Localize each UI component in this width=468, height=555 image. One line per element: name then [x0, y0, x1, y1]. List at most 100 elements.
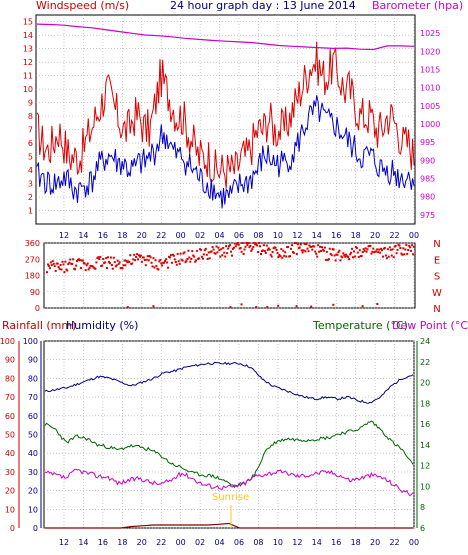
direction-point [292, 251, 295, 254]
direction-point [274, 246, 277, 249]
direction-point [83, 262, 86, 265]
direction-point [109, 256, 112, 259]
direction-point [365, 250, 368, 253]
direction-point [189, 260, 192, 263]
direction-point [157, 268, 160, 271]
direction-point [361, 305, 364, 308]
temperature-tick-label: 18 [420, 399, 430, 408]
direction-point [266, 306, 269, 309]
direction-point [283, 254, 286, 257]
time-tick-label: 00 [176, 231, 186, 240]
direction-point [242, 253, 245, 255]
direction-point [108, 262, 111, 265]
windspeed-title: Windspeed (m/s) [36, 0, 129, 12]
direction-point [106, 267, 108, 269]
direction-point [240, 250, 243, 253]
time-tick-label: 22 [389, 231, 399, 240]
direction-point [60, 268, 63, 271]
humidity-series-line [44, 361, 414, 404]
direction-point [142, 256, 145, 259]
direction-point [307, 250, 310, 253]
direction-point [117, 262, 120, 265]
direction-point [321, 246, 323, 249]
temperature-series-line [44, 420, 414, 489]
direction-point [296, 243, 299, 246]
direction-axes: 0 N 90 W 180 S 270 E 360 N [25, 239, 442, 315]
time-tick-label: 14 [78, 231, 88, 240]
direction-point [154, 259, 157, 262]
direction-point [175, 263, 178, 266]
direction-point [379, 251, 382, 254]
temperature-label: Temperature (°C) [312, 319, 408, 332]
direction-point [221, 254, 224, 257]
time-tick-label: 20 [137, 231, 147, 240]
graph-title: 24 hour graph day : 13 June 2014 [170, 0, 356, 12]
direction-point [279, 255, 282, 258]
direction-point [46, 271, 48, 274]
temperature-tick-label: 22 [420, 358, 430, 367]
wind-axes: 1234567891011121314159759809859909951000… [23, 18, 441, 240]
barometer-tick-label: 1000 [420, 120, 440, 129]
direction-point [176, 252, 179, 255]
humidity-tick-label: 100 [23, 337, 38, 346]
direction-point [347, 256, 350, 259]
direction-point [378, 248, 381, 251]
direction-point [139, 254, 142, 257]
direction-point [95, 261, 98, 264]
temperature-tick-label: 14 [420, 441, 430, 450]
direction-point [327, 258, 330, 261]
direction-point [267, 247, 270, 250]
direction-point [366, 248, 369, 251]
compass-label: E [434, 255, 440, 266]
direction-point [285, 255, 288, 258]
sunrise-label: Sunrise [212, 492, 249, 503]
temperature-tick-label: 16 [420, 420, 430, 429]
direction-point [245, 242, 248, 244]
direction-point [114, 265, 117, 268]
direction-point [322, 249, 325, 252]
barometer-tick-label: 1005 [420, 102, 440, 111]
direction-point [403, 253, 406, 256]
time-tick-label: 18 [117, 538, 127, 547]
direction-point [251, 248, 254, 251]
direction-point [310, 305, 313, 308]
direction-point [252, 246, 255, 249]
direction-point [237, 243, 240, 246]
temperature-tick-label: 8 [420, 503, 425, 512]
direction-point [232, 246, 235, 249]
direction-point [164, 260, 167, 262]
direction-point [200, 255, 203, 258]
rainfall-tick-label: 10 [5, 505, 15, 514]
direction-point [68, 261, 71, 264]
direction-point [187, 249, 190, 252]
direction-point [308, 244, 311, 247]
direction-point [295, 253, 298, 255]
direction-point [220, 248, 223, 251]
humidity-tick-label: 80 [28, 374, 38, 383]
direction-point [152, 305, 155, 308]
direction-point [198, 257, 200, 260]
direction-point [376, 248, 379, 251]
direction-point [193, 255, 196, 258]
compass-label: N [433, 304, 440, 315]
direction-point [207, 251, 210, 254]
direction-point [277, 256, 280, 258]
wind-series-layer [36, 23, 415, 209]
direction-point [101, 264, 104, 267]
direction-point [412, 253, 414, 256]
direction-point [86, 262, 89, 265]
time-tick-label: 18 [117, 231, 127, 240]
direction-point [265, 244, 268, 247]
time-tick-label: 16 [98, 538, 108, 547]
wind-grid [36, 15, 415, 224]
humidity-tick-label: 0 [33, 524, 38, 533]
direction-point [118, 261, 121, 264]
direction-point [344, 255, 347, 258]
direction-point [361, 251, 364, 253]
wind-average-series-line [36, 95, 415, 209]
direction-point [275, 249, 278, 251]
direction-point [314, 250, 317, 253]
humidity-tick-label: 40 [28, 449, 38, 458]
direction-point [116, 259, 119, 262]
